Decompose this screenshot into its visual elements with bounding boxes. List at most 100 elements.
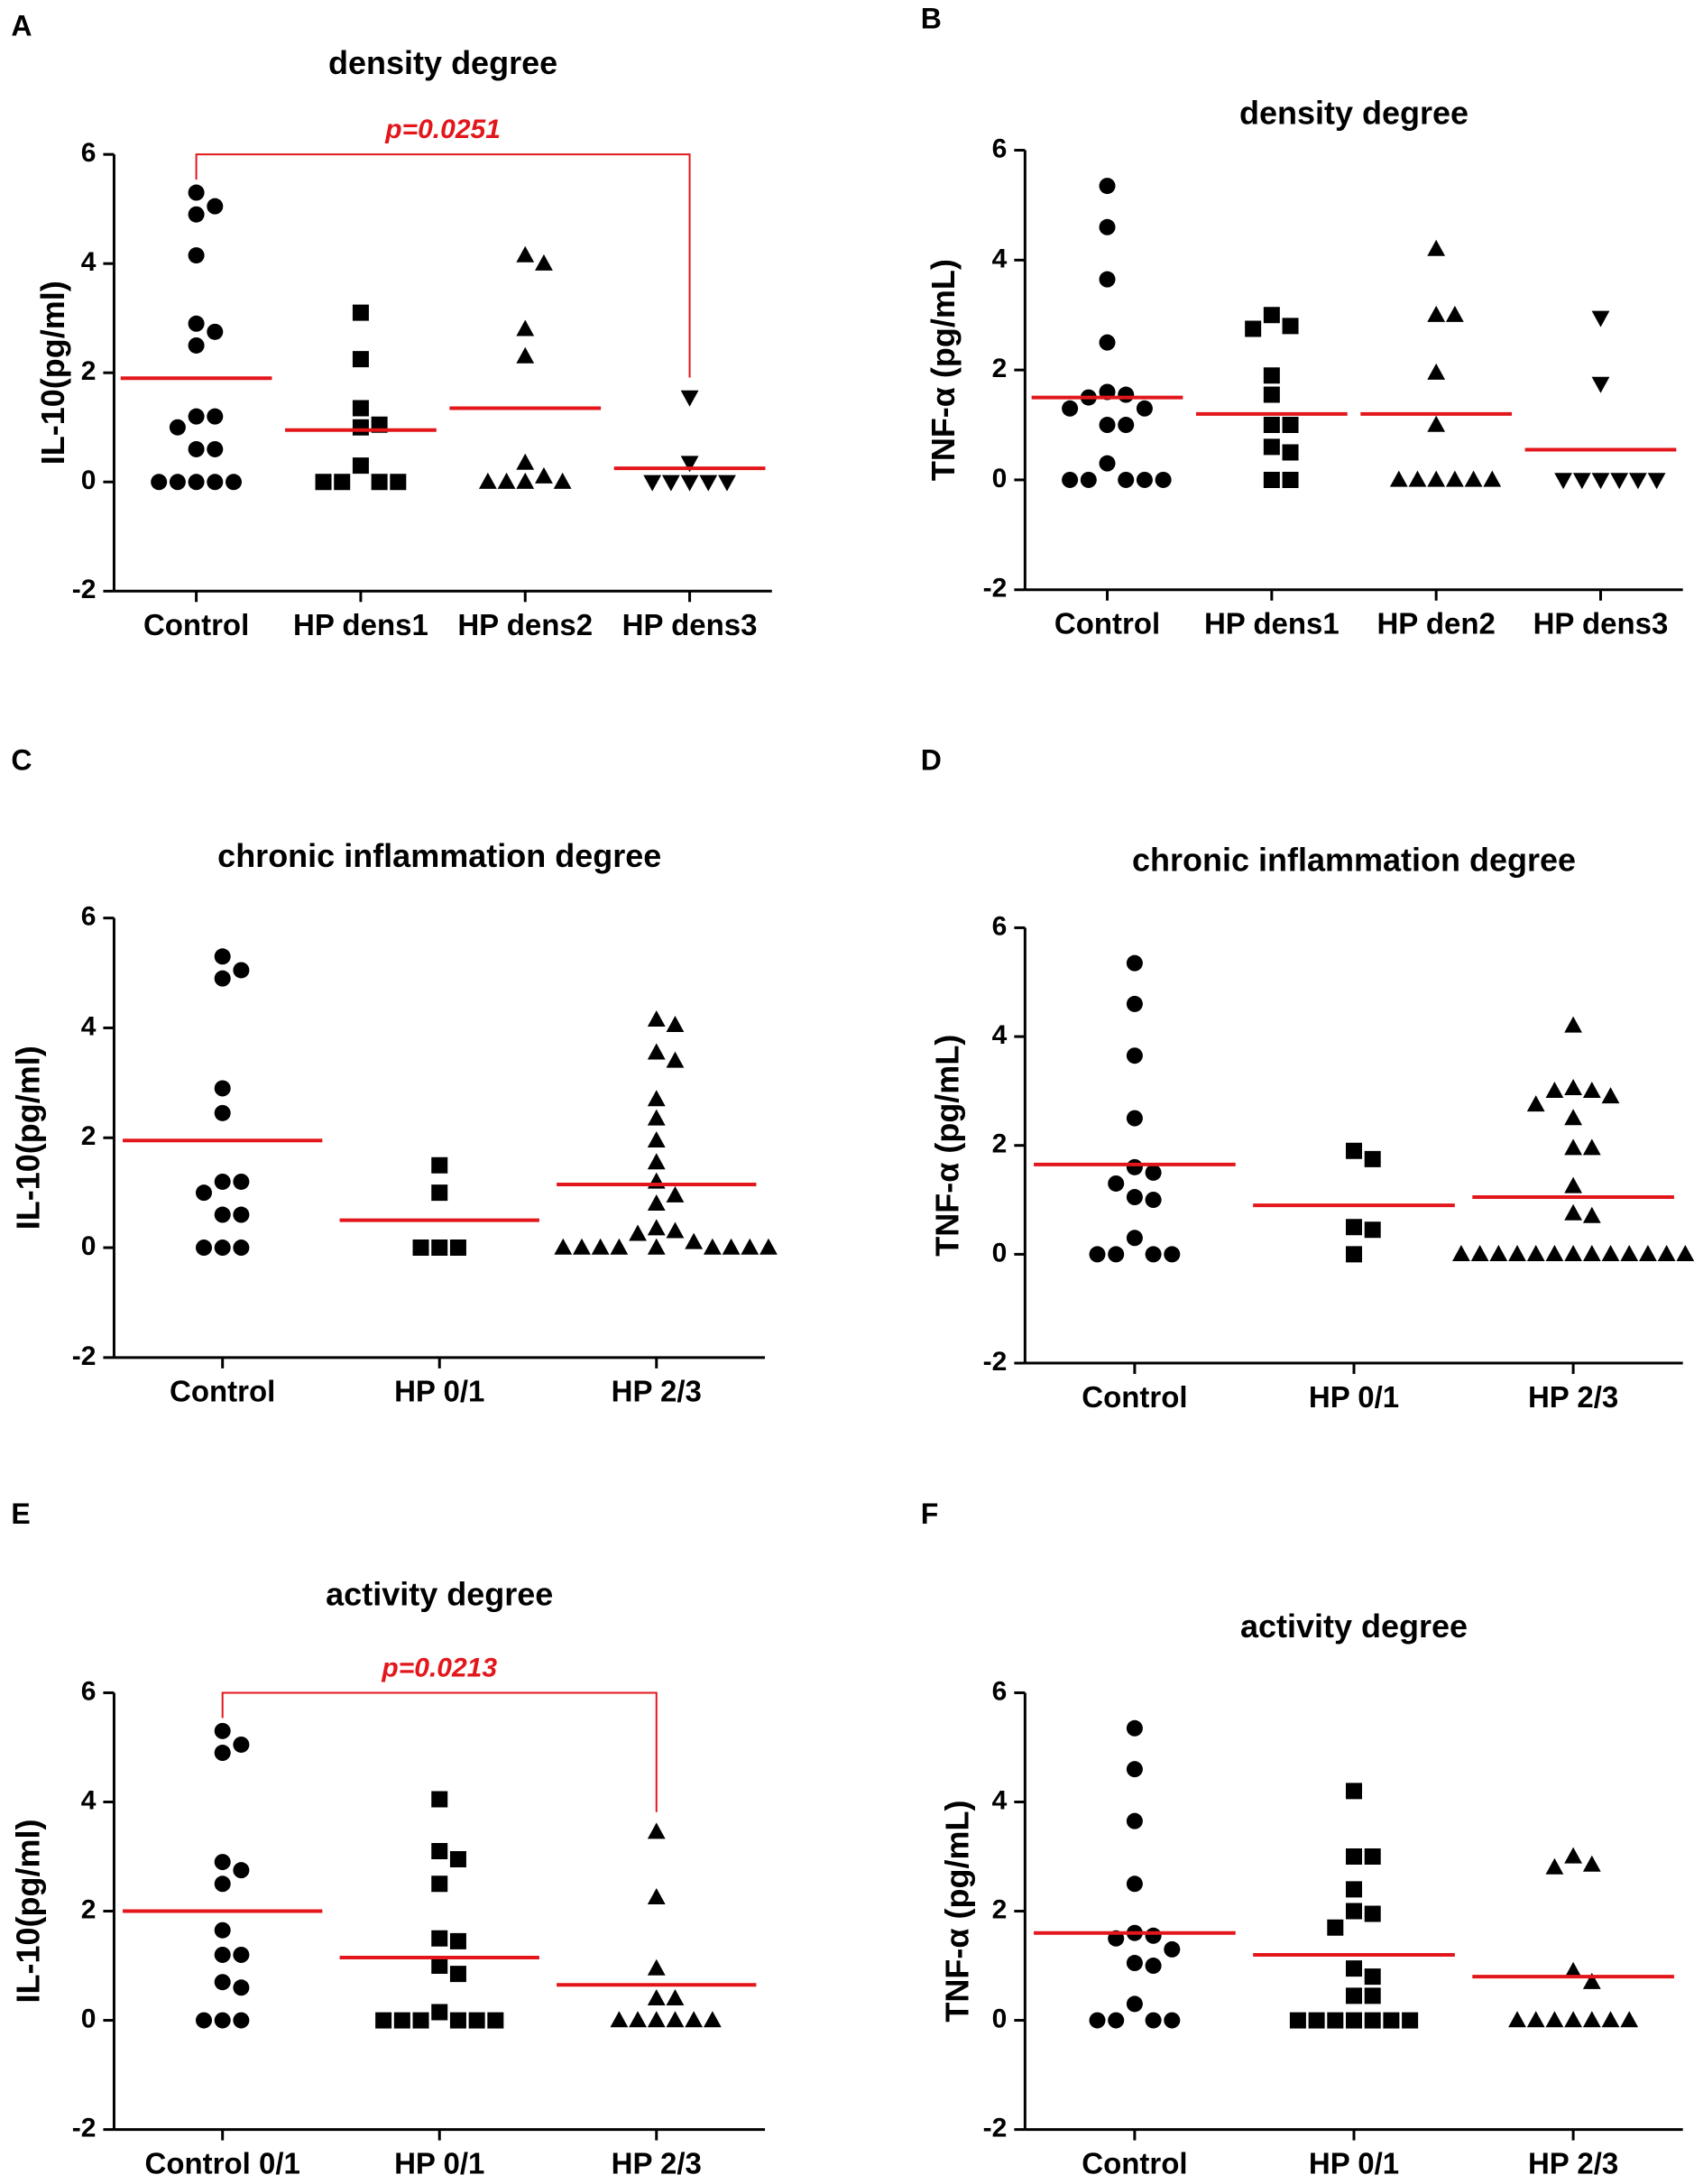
x-tick-label: HP dens1: [1204, 606, 1340, 640]
data-point: [1145, 1164, 1162, 1181]
data-point: [1489, 1245, 1508, 1262]
x-tick-label: HP 2/3: [612, 1375, 702, 1408]
data-point: [1545, 2011, 1564, 2028]
data-point: [1245, 320, 1262, 337]
data-point: [703, 2011, 722, 2028]
data-point: [214, 1080, 231, 1097]
data-point: [352, 419, 369, 436]
data-point: [1164, 1246, 1181, 1263]
data-point: [233, 1239, 250, 1257]
data-point: [1564, 1079, 1583, 1096]
data-point: [1647, 473, 1666, 490]
x-tick-label: HP 2/3: [1528, 2146, 1618, 2179]
x-tick-label: Control: [1082, 1380, 1187, 1414]
data-point: [1591, 473, 1610, 490]
data-point: [1572, 473, 1591, 490]
data-point: [214, 970, 231, 987]
data-point: [1620, 2011, 1639, 2028]
data-point: [1389, 470, 1408, 487]
data-point: [214, 1854, 231, 1871]
y-tick-label: 0: [81, 465, 97, 495]
data-point: [1327, 2012, 1344, 2029]
data-point: [1346, 1219, 1363, 1236]
x-tick-label: Control: [1054, 606, 1160, 640]
data-point: [1346, 1881, 1363, 1898]
data-point: [1470, 1245, 1489, 1262]
data-point: [1545, 1082, 1564, 1099]
data-point: [1364, 1848, 1381, 1866]
data-point: [431, 1842, 448, 1859]
data-point: [647, 1219, 666, 1236]
y-tick-label: 2: [992, 1894, 1008, 1924]
chart-title: activity degree: [326, 1576, 553, 1613]
data-point: [487, 2012, 504, 2029]
data-point: [647, 1130, 666, 1147]
data-point: [1126, 1955, 1143, 1972]
data-point: [1126, 1110, 1143, 1127]
data-point: [1445, 470, 1464, 487]
data-point: [188, 184, 205, 201]
data-point: [1126, 1719, 1143, 1737]
data-point: [661, 475, 680, 492]
data-point: [214, 1239, 231, 1257]
data-point: [516, 346, 535, 364]
data-point: [169, 474, 186, 491]
data-point: [1383, 2012, 1400, 2029]
data-point: [195, 1184, 212, 1202]
y-tick-label: 4: [81, 1011, 97, 1041]
data-point: [431, 1958, 448, 1975]
data-point: [1118, 471, 1135, 488]
data-point: [1099, 271, 1116, 288]
data-point: [1427, 305, 1446, 322]
data-point: [1164, 2012, 1181, 2029]
x-tick-label: HP dens2: [457, 608, 593, 641]
y-tick-label: -2: [983, 2114, 1008, 2143]
data-point: [233, 1736, 250, 1753]
data-point: [214, 1104, 231, 1121]
data-point: [1591, 310, 1610, 327]
data-point: [169, 419, 186, 436]
data-point: [1099, 334, 1116, 351]
y-tick-label: 0: [992, 464, 1008, 493]
data-point: [1136, 400, 1153, 417]
data-point: [610, 1238, 629, 1255]
y-tick-label: 0: [81, 2004, 97, 2033]
data-point: [741, 1238, 760, 1255]
data-point: [1062, 400, 1079, 417]
data-point: [643, 475, 662, 492]
data-point: [1564, 1847, 1583, 1864]
data-point: [233, 1173, 250, 1190]
data-point: [516, 453, 535, 470]
y-axis-label: TNF-α (pg/mL): [925, 259, 962, 481]
data-point: [1118, 386, 1135, 403]
data-point: [647, 1009, 666, 1027]
y-tick-label: 2: [81, 356, 97, 386]
y-tick-label: -2: [72, 1341, 97, 1371]
y-tick-label: 0: [992, 1238, 1008, 1267]
data-point: [352, 351, 369, 368]
data-point: [1582, 1855, 1601, 1872]
data-point: [188, 440, 205, 457]
y-tick-label: 6: [992, 134, 1008, 163]
data-point: [207, 323, 224, 340]
data-point: [1364, 2012, 1381, 2029]
x-tick-label: HP den2: [1376, 606, 1495, 640]
data-point: [478, 472, 497, 489]
data-point: [1145, 1958, 1162, 1975]
chart-title: chronic inflammation degree: [217, 837, 661, 874]
data-point: [1263, 367, 1280, 384]
data-point: [390, 474, 407, 491]
data-point: [207, 440, 224, 457]
data-point: [233, 1206, 250, 1223]
data-point: [1508, 1245, 1526, 1262]
data-point: [1308, 2012, 1325, 2029]
panel-label: C: [11, 743, 32, 776]
data-point: [188, 336, 205, 354]
data-point: [1564, 1138, 1583, 1156]
data-point: [647, 1193, 666, 1211]
data-point: [1427, 239, 1446, 256]
data-point: [188, 206, 205, 223]
data-point: [629, 2011, 647, 2028]
data-point: [195, 2012, 212, 2029]
data-point: [666, 1185, 685, 1203]
